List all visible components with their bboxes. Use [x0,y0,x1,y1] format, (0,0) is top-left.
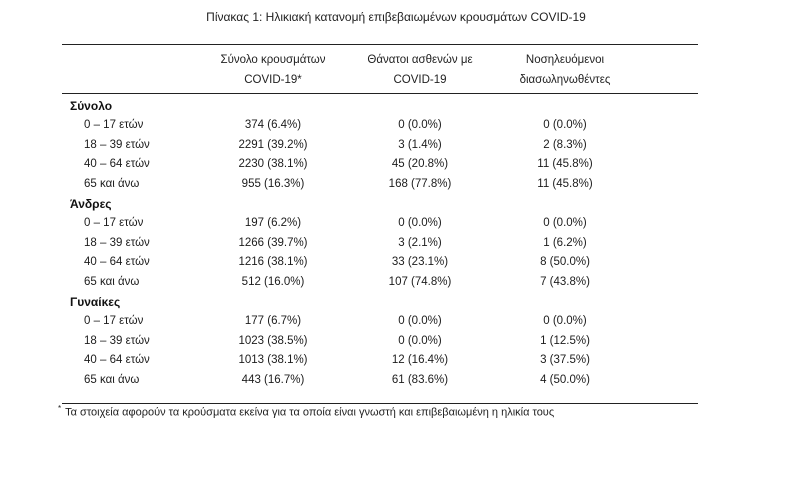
cases-cell: 1013 (38.1%) [238,354,308,366]
table-row: 65 και άνω 955 (16.3%) 168 (77.8%) 11 (4… [62,175,698,195]
cases-cell: 374 (6.4%) [244,119,302,131]
intubated-cell: 4 (50.0%) [540,373,590,386]
header-total-cases: Σύνολο κρουσμάτων COVID-19* [208,50,338,90]
deaths-cell: 3 (1.4%) [398,138,442,151]
cases-cell: 1266 (39.7%) [238,236,308,249]
table-row: 65 και άνω 443 (16.7%) 61 (83.6%) 4 (50.… [62,371,698,391]
deaths-cell: 12 (16.4%) [391,354,449,366]
cases-cell: 2230 (38.1%) [238,158,308,170]
table-row: 65 και άνω 512 (16.0%) 107 (74.8%) 7 (43… [62,273,698,293]
intubated-cell: 3 (37.5%) [540,354,590,366]
header-deaths-line2: COVID-19 [393,74,447,86]
deaths-cell: 33 (23.1%) [391,256,449,268]
intubated-cell: 11 (45.8%) [537,158,593,170]
intubated-cell: 1 (6.2%) [543,236,587,249]
age-cell: 65 και άνω [84,373,140,386]
cases-cell: 1216 (38.1%) [238,256,308,268]
cases-cell: 177 (6.7%) [244,315,302,327]
age-cell: 40 – 64 ετών [84,256,150,268]
intubated-cell: 0 (0.0%) [543,315,587,327]
deaths-cell: 3 (2.1%) [398,236,442,249]
intubated-cell: 7 (43.8%) [540,275,590,288]
intubated-cell: 1 (12.5%) [540,334,590,347]
age-cell: 18 – 39 ετών [84,236,150,249]
table-bottom-rule [62,403,698,404]
table-row: 0 – 17 ετών 374 (6.4%) 0 (0.0%) 0 (0.0%) [62,116,698,136]
table-row: 0 – 17 ετών 177 (6.7%) 0 (0.0%) 0 (0.0%) [62,312,698,332]
header-deaths: Θάνατοι ασθενών με COVID-19 [355,50,485,90]
deaths-cell: 168 (77.8%) [388,177,452,190]
age-cell: 65 και άνω [84,177,140,190]
deaths-cell: 0 (0.0%) [398,119,442,131]
header-total-cases-line1: Σύνολο κρουσμάτων [220,54,326,66]
deaths-cell: 45 (20.8%) [391,158,449,170]
age-cell: 18 – 39 ετών [84,138,150,151]
table-row: 40 – 64 ετών 2230 (38.1%) 45 (20.8%) 11 … [62,155,698,175]
table-row: 18 – 39 ετών 1023 (38.5%) 0 (0.0%) 1 (12… [62,332,698,352]
table-title: Πίνακας 1: Ηλικιακή κατανομή επιβεβαιωμέ… [206,10,586,24]
age-cell: 40 – 64 ετών [84,354,150,366]
intubated-cell: 0 (0.0%) [543,217,587,229]
table-row: 18 – 39 ετών 2291 (39.2%) 3 (1.4%) 2 (8.… [62,136,698,156]
table-row: 0 – 17 ετών 197 (6.2%) 0 (0.0%) 0 (0.0%) [62,214,698,234]
table-body: Σύνολο 0 – 17 ετών 374 (6.4%) 0 (0.0%) 0… [62,96,698,390]
table-row: 40 – 64 ετών 1013 (38.1%) 12 (16.4%) 3 (… [62,351,698,371]
footnote-text: Τα στοιχεία αφορούν τα κρούσματα εκείνα … [65,406,555,419]
header-rule [62,93,698,94]
cases-cell: 955 (16.3%) [241,177,305,190]
cases-cell: 1023 (38.5%) [238,334,308,347]
intubated-cell: 11 (45.8%) [537,177,593,190]
footnote-mark: * [58,404,62,413]
group-title-women: Γυναίκες [70,295,121,309]
cases-cell: 197 (6.2%) [244,217,302,229]
age-cell: 65 και άνω [84,275,140,288]
deaths-cell: 61 (83.6%) [391,373,449,386]
age-cell: 0 – 17 ετών [84,217,144,229]
cases-cell: 443 (16.7%) [241,373,305,386]
age-cell: 40 – 64 ετών [84,158,150,170]
group-title-total: Σύνολο [70,99,113,113]
deaths-cell: 107 (74.8%) [388,275,452,288]
table-row: 18 – 39 ετών 1266 (39.7%) 3 (2.1%) 1 (6.… [62,234,698,254]
intubated-cell: 0 (0.0%) [543,119,587,131]
deaths-cell: 0 (0.0%) [398,217,442,229]
header-deaths-line1: Θάνατοι ασθενών με [367,54,473,66]
header-intubated-line2: διασωληνωθέντες [519,74,611,86]
footnote: * Τα στοιχεία αφορούν τα κρούσματα εκείνα… [58,404,758,419]
cases-cell: 512 (16.0%) [241,275,305,288]
age-cell: 0 – 17 ετών [84,315,144,327]
cases-cell: 2291 (39.2%) [238,138,308,151]
table-row: 40 – 64 ετών 1216 (38.1%) 33 (23.1%) 8 (… [62,253,698,273]
age-cell: 18 – 39 ετών [84,334,150,347]
table-top-rule [62,44,698,45]
deaths-cell: 0 (0.0%) [398,334,442,347]
header-total-cases-line2: COVID-19* [244,74,302,86]
age-cell: 0 – 17 ετών [84,119,144,131]
header-intubated: Νοσηλευόμενοι διασωληνωθέντες [500,50,630,90]
group-title-men: Άνδρες [70,197,112,211]
intubated-cell: 2 (8.3%) [543,138,587,151]
header-intubated-line1: Νοσηλευόμενοι [525,54,605,66]
deaths-cell: 0 (0.0%) [398,315,442,327]
intubated-cell: 8 (50.0%) [540,256,590,268]
